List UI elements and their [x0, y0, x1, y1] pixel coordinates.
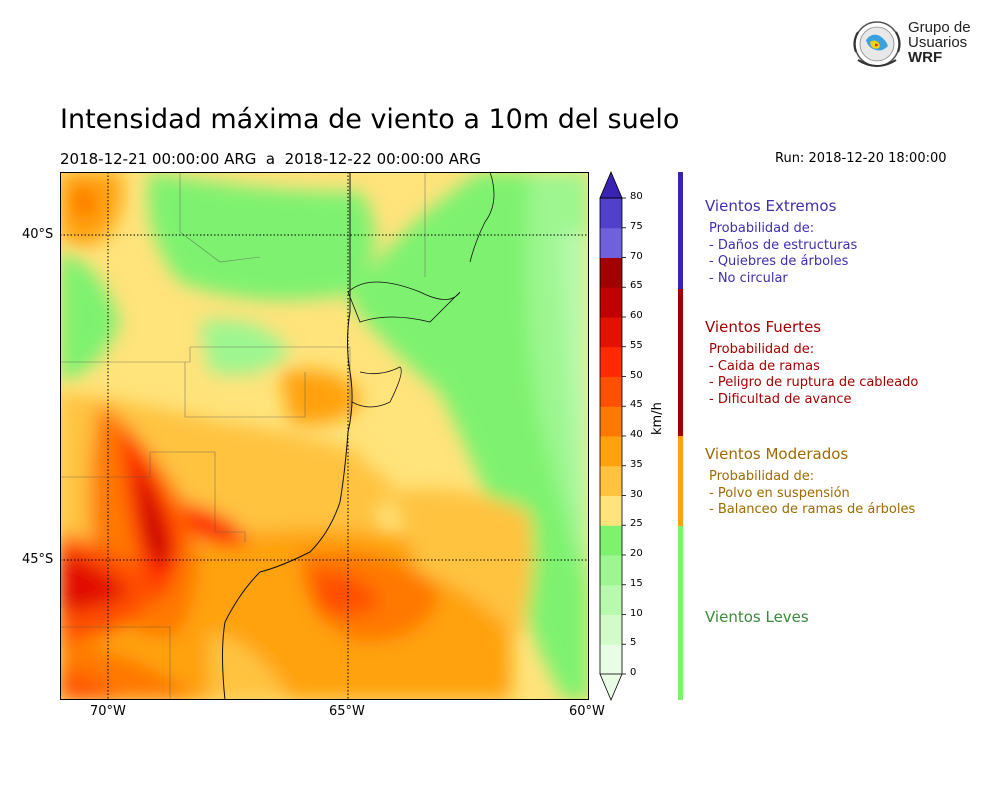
colorbar-band: [600, 376, 622, 407]
colorbar-band: [600, 257, 622, 288]
category-extremos-line: - Daños de estructuras: [709, 237, 858, 253]
category-moderados-title: Vientos Moderados: [705, 445, 849, 463]
category-extremos-line: Probabilidad de:: [709, 221, 815, 236]
category-leves-title: Vientos Leves: [705, 608, 809, 626]
colorbar-tick-label: 45: [630, 399, 643, 411]
colorbar-extend-low: [599, 673, 623, 702]
colorbar-tick-label: 0: [630, 667, 637, 678]
category-bar-extremos: [678, 172, 683, 289]
colorbar-band: [600, 525, 622, 556]
colorbar-band: [600, 644, 622, 675]
colorbar-band: [600, 406, 622, 437]
period-subtitle: 2018-12-21 00:00:00 ARG a 2018-12-22 00:…: [60, 150, 482, 168]
category-fuertes: Vientos Fuertes Probabilidad de: - Caida…: [705, 318, 918, 408]
colorbar-tick-label: 75: [630, 220, 643, 232]
category-fuertes-title: Vientos Fuertes: [705, 318, 822, 336]
colorbar-band: [600, 317, 622, 348]
colorbar-band: [600, 346, 622, 377]
page-title: Intensidad máxima de viento a 10m del su…: [60, 104, 680, 135]
category-extremos-line: - Quiebres de árboles: [709, 254, 849, 269]
category-bar-fuertes: [678, 289, 683, 436]
colorbar-band: [600, 465, 622, 496]
wrf-logo-text: Grupo de Usuarios WRF: [908, 20, 971, 65]
colorbar-band: [600, 198, 622, 229]
colorbar-unit: km/h: [650, 402, 665, 435]
graticule: [60, 172, 589, 700]
category-fuertes-line: - Caida de ramas: [709, 358, 820, 374]
category-leves: Vientos Leves: [705, 608, 809, 626]
colorbar-tick-label: 55: [630, 339, 643, 351]
colorbar-band: [600, 555, 622, 586]
lat-label-40s: 40°S: [22, 227, 54, 242]
wrf-logo-emblem: [853, 21, 901, 67]
colorbar-band: [600, 287, 622, 318]
wind-map: [60, 172, 589, 700]
colorbar-tick-label: 40: [630, 429, 643, 440]
category-moderados: Vientos Moderados Probabilidad de: - Pol…: [705, 445, 915, 519]
lat-label-45s: 45°S: [22, 552, 54, 567]
colorbar-tick-label: 5: [630, 637, 637, 649]
category-extremos-line: - No circular: [709, 270, 788, 286]
logo-line-2: Usuarios: [908, 34, 968, 51]
colorbar-tick-label: 80: [630, 191, 643, 202]
logo-line-3: WRF: [908, 49, 943, 66]
category-moderados-line: - Balanceo de ramas de árboles: [709, 502, 916, 517]
run-label: Run: 2018-12-20 18:00:00: [775, 151, 947, 166]
colorbar-band: [600, 227, 622, 258]
colorbar-tick-label: 70: [630, 250, 643, 262]
colorbar-extend-high: [599, 170, 623, 199]
colorbar-tick-label: 50: [630, 369, 643, 381]
colorbar-tick-label: 65: [630, 280, 643, 292]
lon-label-70w: 70°W: [90, 704, 126, 719]
category-moderados-line: Probabilidad de:: [709, 469, 815, 484]
wind-field-blobs: [60, 172, 589, 700]
coastline: [222, 172, 353, 700]
province-boundaries: [60, 172, 426, 700]
category-extremos: Vientos Extremos Probabilidad de: - Daño…: [705, 197, 857, 287]
lon-label-65w: 65°W: [329, 704, 365, 719]
colorbar-tick-label: 25: [630, 518, 643, 530]
lon-label-60w: 60°W: [569, 704, 605, 719]
category-bar-moderados: [678, 436, 683, 526]
colorbar-band: [600, 584, 622, 615]
category-fuertes-line: Probabilidad de:: [709, 342, 815, 357]
category-moderados-line: - Polvo en suspensión: [709, 485, 850, 501]
map-frame: [60, 172, 589, 700]
colorbar-tick-label: 15: [630, 577, 643, 589]
colorbar-tick-label: 20: [630, 548, 643, 559]
category-extremos-title: Vientos Extremos: [705, 197, 837, 215]
logo-line-1: Grupo de: [908, 19, 971, 36]
colorbar-tick-label: 60: [630, 310, 643, 321]
colorbar-band: [600, 614, 622, 645]
category-bar-leves: [678, 526, 683, 700]
colorbar-band: [600, 495, 622, 526]
category-bars: [678, 172, 683, 700]
colorbar-tick-label: 35: [630, 458, 643, 470]
colorbar: [599, 170, 626, 702]
category-fuertes-line: - Dificultad de avance: [709, 391, 852, 407]
category-fuertes-line: - Peligro de ruptura de cableado: [709, 375, 919, 390]
colorbar-tick-label: 30: [630, 488, 643, 500]
colorbar-tick-label: 10: [630, 607, 643, 619]
colorbar-band: [600, 436, 622, 467]
